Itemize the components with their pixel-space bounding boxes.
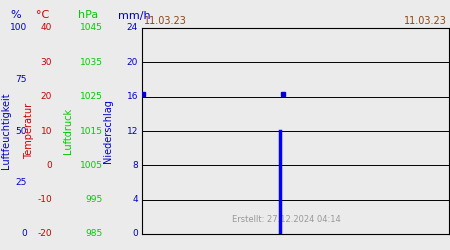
Text: 10: 10 [40,126,52,136]
Text: Niederschlag: Niederschlag [103,99,113,163]
Text: -20: -20 [37,230,52,238]
Text: -10: -10 [37,195,52,204]
Text: 75: 75 [15,75,27,84]
Text: 100: 100 [10,24,27,32]
Text: 11.03.23: 11.03.23 [404,16,447,26]
Text: %: % [10,10,21,20]
Text: 0: 0 [21,230,27,238]
Text: 0: 0 [46,161,52,170]
Text: Luftfeuchtigkeit: Luftfeuchtigkeit [1,93,11,169]
Text: 24: 24 [127,24,138,32]
Text: 11.03.23: 11.03.23 [144,16,187,26]
Text: 1045: 1045 [80,24,103,32]
Text: Temperatur: Temperatur [24,103,34,159]
Text: 985: 985 [86,230,103,238]
Text: mm/h: mm/h [118,10,151,20]
Text: 1025: 1025 [80,92,103,101]
Text: 50: 50 [15,126,27,136]
Text: 8: 8 [132,161,138,170]
Text: 12: 12 [126,126,138,136]
Text: 16: 16 [126,92,138,101]
Text: 4: 4 [132,195,138,204]
Text: Erstellt: 27.12.2024 04:14: Erstellt: 27.12.2024 04:14 [232,215,341,224]
Text: °C: °C [36,10,49,20]
Text: 20: 20 [126,58,138,67]
Text: 40: 40 [40,24,52,32]
Text: 1015: 1015 [80,126,103,136]
Text: hPa: hPa [78,10,98,20]
Text: 1035: 1035 [80,58,103,67]
Text: 30: 30 [40,58,52,67]
Text: 1005: 1005 [80,161,103,170]
Text: 25: 25 [16,178,27,187]
Text: Luftdruck: Luftdruck [63,108,73,154]
Text: 0: 0 [132,230,138,238]
Text: 20: 20 [40,92,52,101]
Text: 995: 995 [86,195,103,204]
